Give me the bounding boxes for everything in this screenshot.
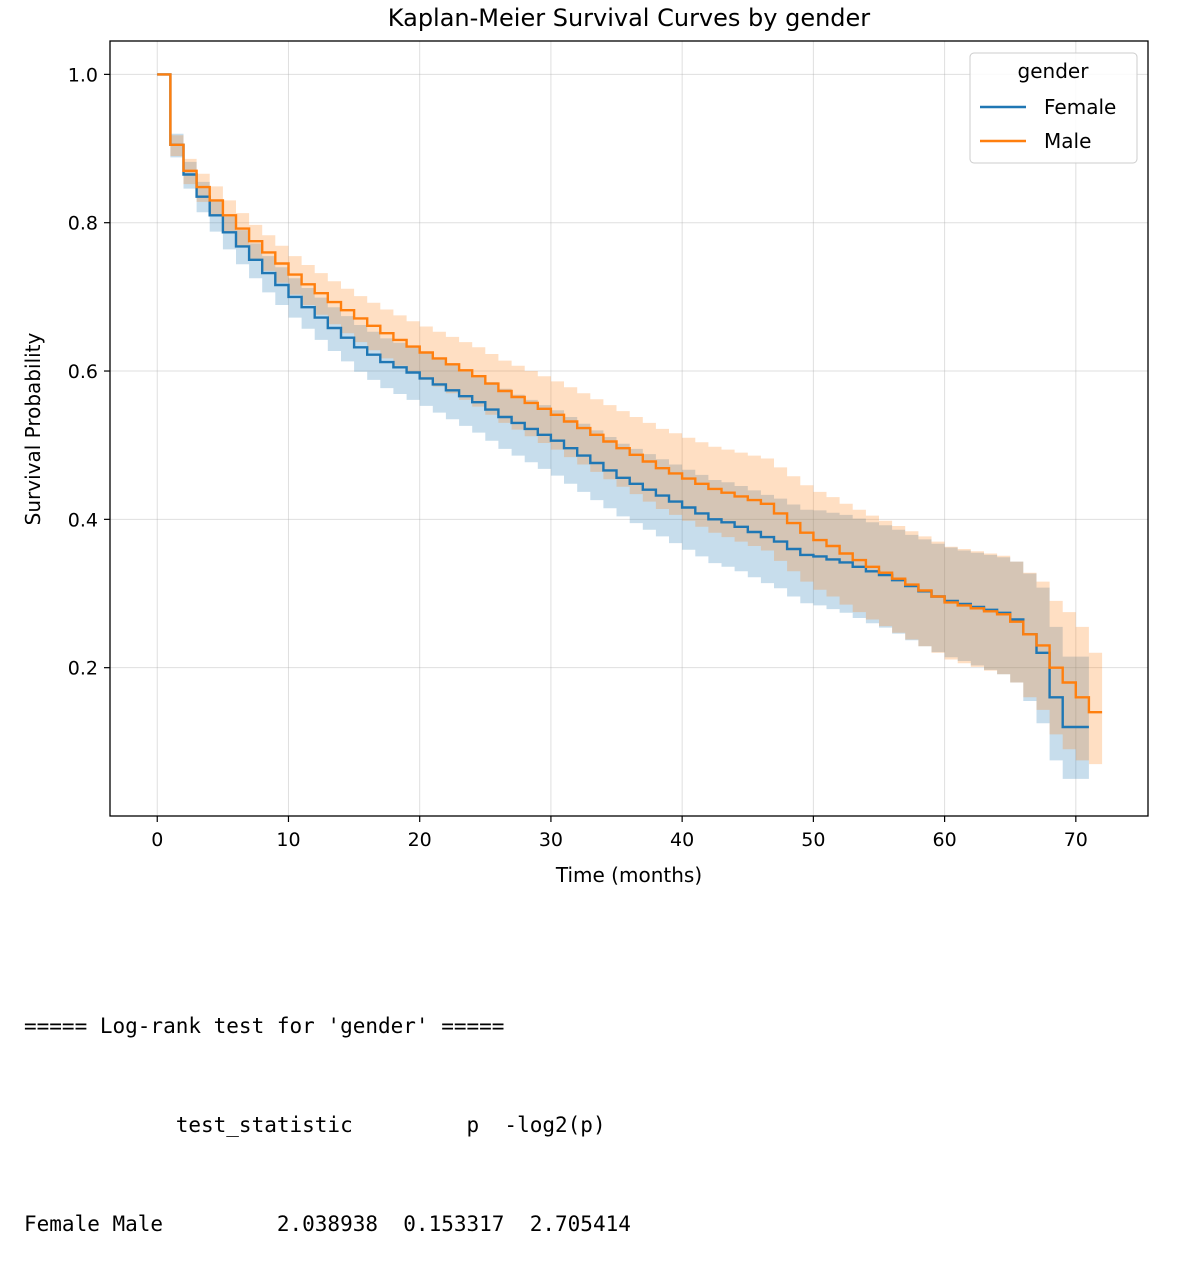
survival-line-male [157,73,1103,714]
x-tick-label: 20 [408,829,432,851]
survival-chart: Kaplan-Meier Survival Curves by gender 0… [21,4,1149,887]
legend-title: gender [1018,59,1090,83]
legend-label-female: Female [1044,95,1116,119]
logrank-output: ===== Log-rank test for 'gender' ===== t… [24,944,631,1274]
ci-band-female [157,74,1089,779]
legend-label-male: Male [1044,129,1091,153]
legend-box [969,52,1138,164]
plot-frame [109,40,1149,817]
y-tick-label: 0.2 [68,658,98,680]
axis-ticks: 0 10 20 30 40 50 60 70 0.2 0.4 0.6 0.8 1.0 [68,64,1088,851]
x-tick-label: 10 [276,829,300,851]
y-tick-label: 1.0 [68,64,98,86]
logrank-row: Female Male 2.038938 0.153317 2.705414 [24,1212,631,1236]
y-axis-label: Survival Probability [21,332,45,525]
x-tick-label: 60 [933,829,957,851]
logrank-header: ===== Log-rank test for 'gender' ===== [24,1014,505,1038]
y-tick-label: 0.8 [68,213,98,235]
survival-lines [157,73,1103,729]
x-tick-label: 40 [670,829,694,851]
logrank-columns: test_statistic p -log2(p) [24,1113,606,1137]
legend: gender Female Male [969,52,1138,164]
ci-band-male [157,74,1103,765]
y-tick-label: 0.6 [68,361,98,383]
x-tick-label: 70 [1064,829,1088,851]
x-tick-label: 30 [539,829,563,851]
x-axis-label: Time (months) [555,863,702,887]
y-tick-label: 0.4 [68,509,98,531]
chart-title: Kaplan-Meier Survival Curves by gender [388,4,871,32]
x-tick-label: 50 [801,829,825,851]
confidence-bands [157,74,1103,779]
x-tick-label: 0 [151,829,163,851]
